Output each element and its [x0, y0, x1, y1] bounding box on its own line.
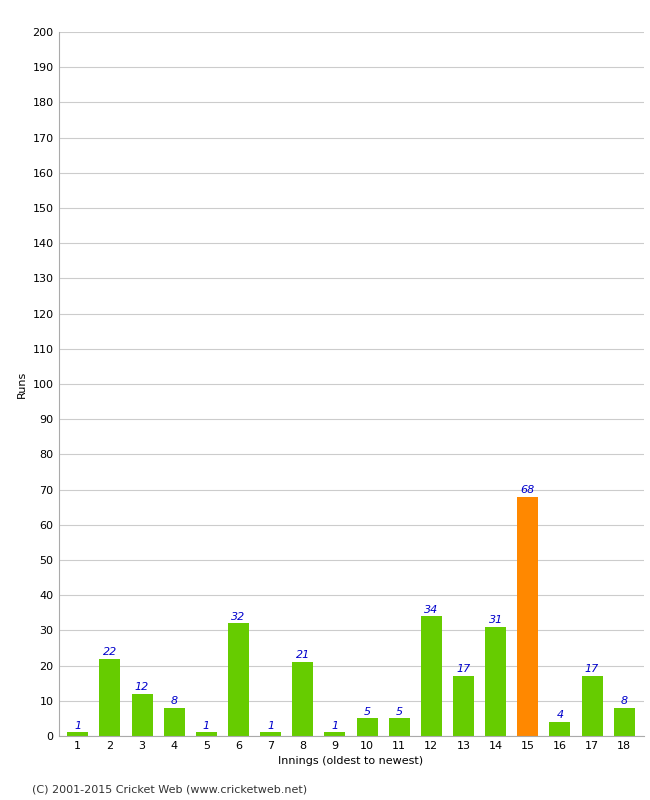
Bar: [164, 708, 185, 736]
Bar: [582, 676, 603, 736]
Text: 1: 1: [203, 721, 210, 730]
Y-axis label: Runs: Runs: [17, 370, 27, 398]
Bar: [228, 623, 249, 736]
Text: 22: 22: [103, 646, 117, 657]
Text: 17: 17: [456, 664, 471, 674]
Text: 31: 31: [489, 615, 502, 625]
Text: 68: 68: [521, 485, 535, 495]
Bar: [260, 733, 281, 736]
Bar: [196, 733, 217, 736]
Bar: [549, 722, 571, 736]
Text: 8: 8: [621, 696, 628, 706]
Bar: [131, 694, 153, 736]
Bar: [324, 733, 345, 736]
Text: 21: 21: [296, 650, 310, 660]
Text: 12: 12: [135, 682, 150, 692]
Text: 34: 34: [424, 605, 439, 614]
Text: 4: 4: [556, 710, 564, 720]
Bar: [357, 718, 378, 736]
Text: 5: 5: [396, 706, 403, 717]
X-axis label: Innings (oldest to newest): Innings (oldest to newest): [278, 757, 424, 766]
Text: 1: 1: [267, 721, 274, 730]
Bar: [485, 627, 506, 736]
Text: 5: 5: [363, 706, 370, 717]
Bar: [68, 733, 88, 736]
Text: 32: 32: [231, 611, 246, 622]
Bar: [614, 708, 634, 736]
Bar: [421, 616, 442, 736]
Bar: [453, 676, 474, 736]
Bar: [292, 662, 313, 736]
Text: 17: 17: [585, 664, 599, 674]
Bar: [389, 718, 410, 736]
Text: 8: 8: [171, 696, 178, 706]
Text: 1: 1: [74, 721, 81, 730]
Text: 1: 1: [332, 721, 339, 730]
Bar: [517, 497, 538, 736]
Bar: [99, 658, 120, 736]
Text: (C) 2001-2015 Cricket Web (www.cricketweb.net): (C) 2001-2015 Cricket Web (www.cricketwe…: [32, 784, 307, 794]
